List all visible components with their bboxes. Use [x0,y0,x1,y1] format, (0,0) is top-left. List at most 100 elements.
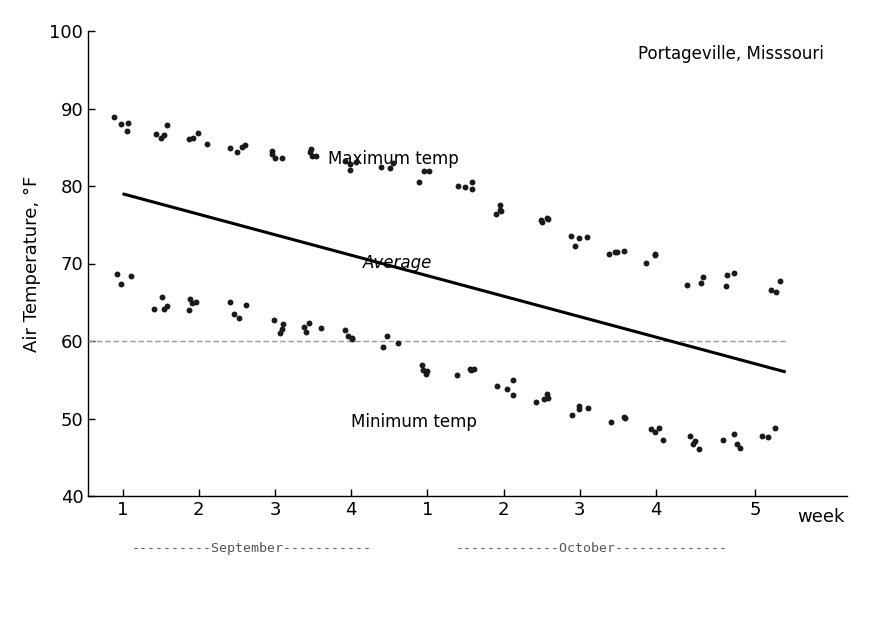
Text: ----------September-----------: ----------September----------- [132,542,372,555]
Point [466,184,480,194]
Point [541,214,555,224]
Point [380,331,394,341]
Point [377,342,391,352]
Point [727,429,741,439]
Point [386,159,400,169]
Point [565,410,579,420]
Point [564,231,578,241]
Point [421,366,435,376]
Point [773,276,787,286]
Point [458,182,472,192]
Point [422,166,437,176]
Point [572,233,587,243]
Text: Portageville, Misssouri: Portageville, Misssouri [638,45,824,63]
Point [684,431,698,441]
Point [769,287,783,297]
Point [222,298,236,308]
Point [608,247,622,257]
Point [604,417,618,427]
Text: week: week [797,508,845,526]
Point [696,272,710,281]
Point [222,143,236,153]
Point [506,390,520,400]
Point [123,271,138,281]
Point [528,397,542,407]
Point [580,403,594,413]
Point [184,298,198,308]
Point [227,309,241,319]
Point [540,389,554,399]
Text: -------------October--------------: -------------October-------------- [455,542,728,555]
Point [416,365,430,374]
Y-axis label: Air Temperature, °F: Air Temperature, °F [23,175,41,352]
Point [647,250,662,260]
Point [391,338,405,348]
Point [466,177,480,187]
Point [464,365,478,375]
Point [275,324,289,334]
Point [720,270,734,280]
Point [349,157,363,167]
Point [345,334,359,343]
Point [764,285,778,295]
Point [680,280,694,290]
Point [500,384,514,394]
Point [303,144,318,154]
Point [644,424,658,434]
Point [120,126,134,136]
Text: Average: Average [363,254,432,273]
Point [639,258,654,268]
Point [494,206,508,216]
Point [238,300,252,310]
Point [416,166,430,176]
Point [572,404,586,414]
Point [374,162,388,172]
Point [343,166,357,175]
Point [648,249,662,259]
Point [761,432,775,441]
Point [157,130,171,140]
Point [186,133,200,143]
Point [338,156,352,166]
Point [652,423,666,433]
Point [303,147,318,157]
Point [617,412,631,422]
Point [692,444,706,454]
Point [733,443,747,453]
Point [686,440,700,450]
Point [450,370,464,380]
Point [298,327,312,337]
Point [153,133,168,143]
Point [182,304,196,314]
Point [602,249,617,259]
Point [265,146,280,156]
Point [534,215,548,225]
Text: Maximum temp: Maximum temp [328,150,460,168]
Point [232,312,246,322]
Point [267,315,281,325]
Point [107,112,121,122]
Point [160,301,174,311]
Point [730,440,744,450]
Point [310,151,324,161]
Point [505,375,519,385]
Text: Minimum temp: Minimum temp [351,414,477,432]
Point [121,118,135,128]
Point [115,279,129,289]
Point [302,318,316,328]
Point [230,147,244,157]
Point [467,364,482,374]
Point [490,381,504,391]
Point [338,325,352,335]
Point [415,360,430,370]
Point [541,213,555,223]
Point [149,128,163,138]
Point [617,246,632,255]
Point [109,268,123,278]
Point [342,159,356,169]
Point [154,293,168,303]
Point [420,369,434,379]
Point [647,427,662,436]
Point [296,322,310,332]
Point [568,241,582,250]
